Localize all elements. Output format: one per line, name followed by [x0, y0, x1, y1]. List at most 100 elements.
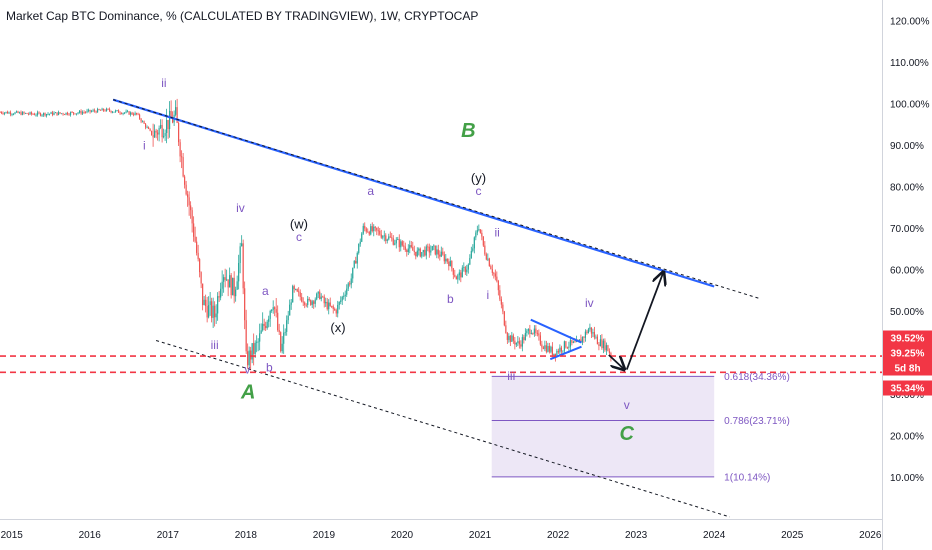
candle-body: [212, 305, 214, 318]
candle-body: [500, 299, 502, 305]
candle-body: [496, 276, 498, 282]
candle-body: [74, 113, 76, 115]
trendlines[interactable]: [0, 98, 882, 518]
upper-trendline[interactable]: [112, 98, 715, 288]
candle-body: [42, 113, 45, 115]
candle-body: [422, 249, 424, 253]
candle-body: [476, 230, 478, 233]
candle-body: [356, 252, 358, 264]
candle-body: [515, 342, 517, 345]
candle-body: [337, 304, 339, 314]
candle-body: [86, 110, 88, 113]
candle-body: [53, 113, 55, 115]
candle-body: [262, 323, 264, 331]
candle-body: [227, 279, 229, 288]
candle-body: [158, 128, 160, 135]
candle-body: [287, 315, 289, 321]
candle-body: [475, 232, 477, 238]
candle-body: [132, 114, 135, 116]
candle-body: [126, 111, 129, 113]
candle-body: [138, 114, 141, 119]
candle-body: [554, 353, 556, 357]
triangle-upper-line[interactable]: [530, 318, 582, 344]
upper-trendline-extension[interactable]: [113, 99, 762, 300]
candle-body: [304, 302, 306, 305]
candle-body: [54, 112, 57, 114]
candle-body: [341, 296, 343, 301]
wave-label: ii: [495, 226, 500, 240]
candle-body: [365, 228, 367, 232]
candle-body: [39, 113, 42, 116]
candle-body: [506, 333, 508, 340]
candle-body: [166, 119, 168, 134]
candle-body: [226, 279, 228, 281]
candle-body: [595, 336, 597, 338]
candle-body: [196, 241, 198, 253]
candle-body: [194, 236, 196, 242]
candle-body: [81, 112, 84, 114]
candle-body: [233, 277, 235, 297]
candle-body: [299, 292, 301, 297]
candle-body: [379, 230, 381, 235]
candle-body: [406, 250, 408, 253]
x-tick-label: 2026: [859, 530, 882, 541]
candle-body: [455, 276, 457, 280]
candle-body: [389, 236, 391, 238]
candle-body: [137, 113, 139, 115]
candle-body: [224, 277, 226, 280]
candle-body: [311, 301, 313, 305]
candle-body: [461, 267, 463, 278]
candle-body: [565, 341, 567, 348]
candle-body: [283, 332, 285, 344]
fibonacci-retracement[interactable]: 0.618(34.36%) 0.786(23.71%) 1(10.14%): [491, 372, 790, 484]
candle-body: [328, 302, 330, 310]
candle-body: [335, 310, 337, 314]
candle-body: [442, 251, 444, 255]
candle-body: [176, 107, 178, 123]
candle-body: [415, 251, 417, 257]
candle-body: [277, 312, 279, 331]
candle-body: [175, 107, 177, 115]
candle-body: [593, 332, 596, 338]
fib-level-label: 0.786(23.71%): [724, 416, 790, 427]
candle-body: [266, 321, 268, 329]
candle-body: [436, 249, 438, 255]
candle-body: [409, 245, 411, 249]
candle-body: [232, 277, 234, 296]
candle-body: [90, 111, 93, 112]
candle-body: [499, 290, 501, 300]
candle-body: [96, 109, 99, 113]
candle-body: [157, 132, 159, 135]
candle-body: [120, 113, 123, 115]
candle-body: [454, 274, 456, 277]
candle-body: [48, 113, 51, 115]
projection-arrow-down[interactable]: [608, 354, 625, 370]
candle-body: [154, 130, 156, 138]
fib-level-label: 0.618(34.36%): [724, 372, 790, 383]
candle-body: [508, 335, 510, 340]
candle-body: [15, 111, 18, 113]
candle-body: [445, 258, 447, 262]
candle-body: [244, 288, 246, 321]
lower-channel-line[interactable]: [155, 339, 730, 518]
candle-body: [407, 248, 409, 253]
candle-body: [68, 114, 70, 116]
candle-body: [370, 226, 372, 235]
candle-body: [485, 254, 487, 260]
candle-body: [95, 111, 97, 113]
candle-body: [347, 283, 349, 289]
candle-body: [269, 310, 271, 319]
candle-body: [580, 339, 582, 343]
projection-arrow-up[interactable]: [625, 272, 664, 370]
candle-body: [401, 241, 403, 246]
wave-label: C: [620, 423, 635, 445]
candle-body: [472, 248, 474, 251]
candle-body: [524, 333, 526, 341]
candle-body: [38, 112, 40, 114]
candle-body: [391, 237, 393, 239]
candle-body: [424, 249, 426, 256]
triangle-lower-line[interactable]: [549, 345, 582, 361]
candle-body: [238, 262, 240, 282]
candle-body: [199, 259, 201, 273]
